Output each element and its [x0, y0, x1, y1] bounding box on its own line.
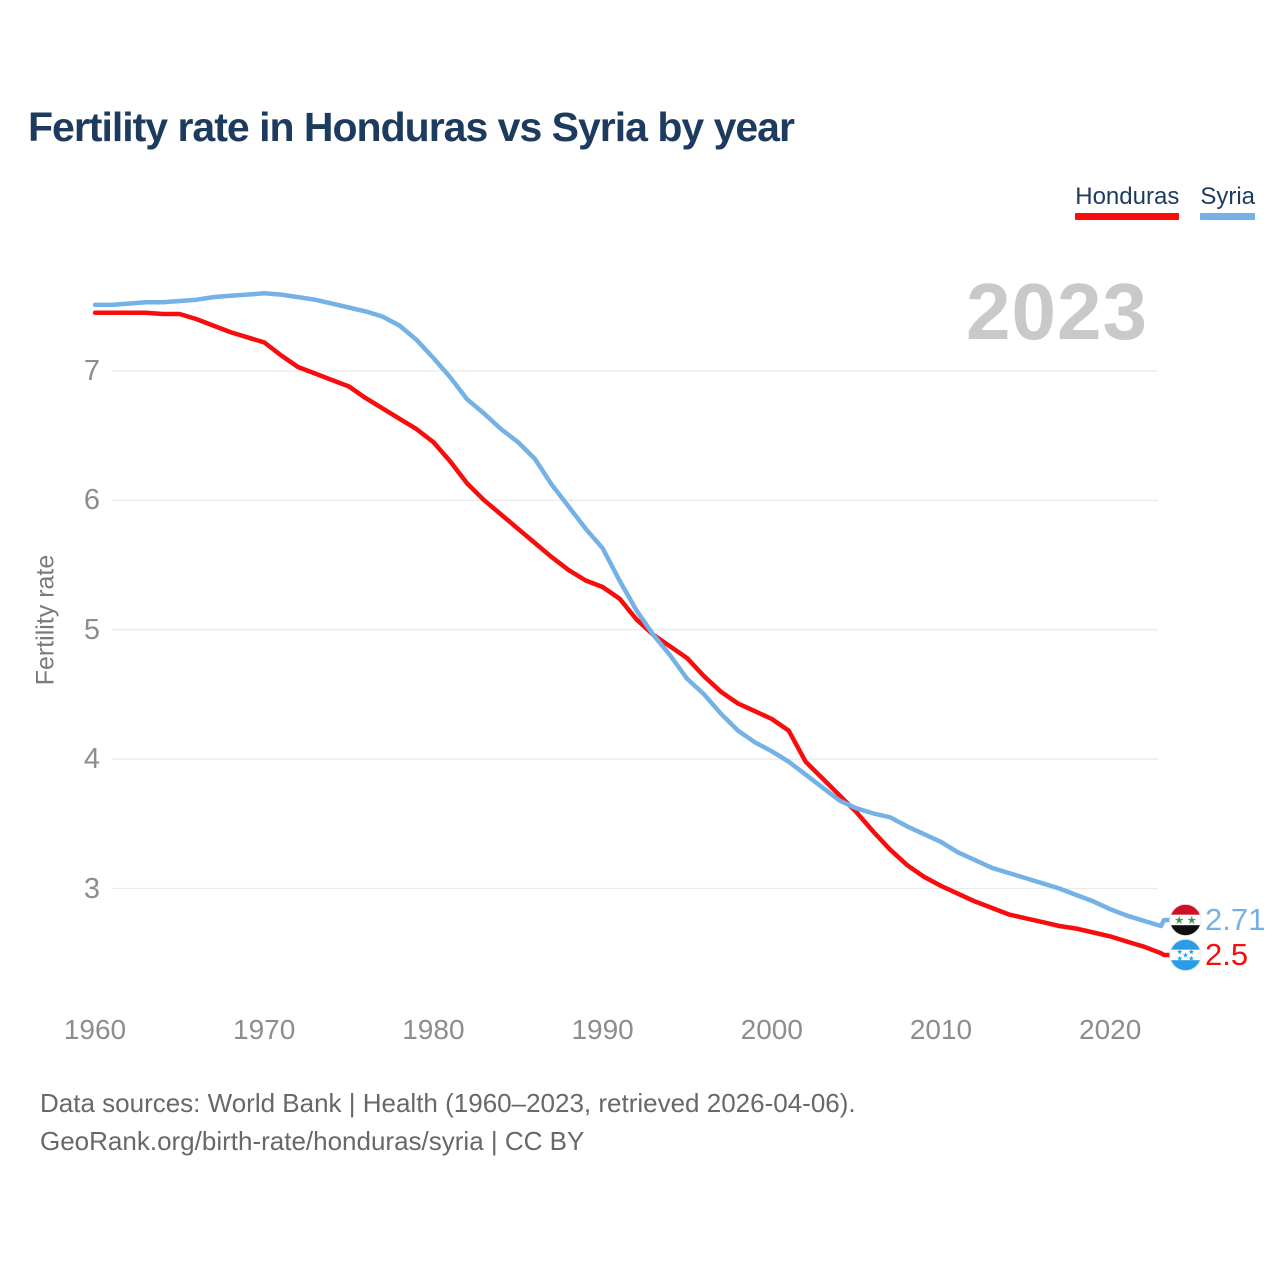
- y-tick-label: 6: [83, 484, 100, 517]
- chart-title: Fertility rate in Honduras vs Syria by y…: [28, 104, 795, 150]
- legend: Honduras Syria: [1075, 184, 1255, 220]
- x-tick-label: 1980: [402, 1014, 465, 1045]
- gridlines: [112, 370, 1158, 890]
- legend-item-syria[interactable]: Syria: [1200, 184, 1255, 220]
- y-tick-label: 7: [83, 354, 100, 387]
- legend-item-honduras[interactable]: Honduras: [1075, 183, 1180, 220]
- x-tick-label: 1990: [571, 1014, 634, 1045]
- x-tick-label: 2000: [740, 1014, 803, 1045]
- series-line-honduras[interactable]: [92, 310, 1172, 958]
- series-line-syria[interactable]: [92, 291, 1172, 929]
- x-tick-label: 2010: [909, 1014, 973, 1045]
- syria-flag-icon: [1169, 903, 1202, 937]
- end-label-honduras: 2.5: [1205, 938, 1248, 971]
- year-watermark: 2023: [966, 267, 1148, 356]
- x-tick-label: 1970: [233, 1014, 296, 1045]
- syria-end-value: 2.71: [1205, 902, 1266, 937]
- legend-swatch-honduras: [1075, 213, 1180, 220]
- honduras-end-value: 2.5: [1205, 937, 1249, 972]
- footer-attribution: GeoRank.org/birth-rate/honduras/syria | …: [40, 1126, 585, 1156]
- y-tick-label: 3: [83, 872, 100, 905]
- legend-swatch-syria: [1200, 213, 1255, 220]
- x-tick-label: 1960: [63, 1014, 127, 1045]
- legend-label-honduras: Honduras: [1075, 183, 1180, 210]
- honduras-flag-icon: [1169, 938, 1202, 972]
- legend-label-syria: Syria: [1200, 183, 1255, 210]
- y-tick-label: 5: [83, 613, 100, 646]
- end-label-syria: 2.71: [1205, 903, 1265, 936]
- y-tick-label: 4: [83, 743, 100, 776]
- x-tick-label: 2020: [1079, 1014, 1142, 1045]
- series-lines: [92, 291, 1172, 958]
- footer-data-sources: Data sources: World Bank | Health (1960–…: [40, 1088, 856, 1118]
